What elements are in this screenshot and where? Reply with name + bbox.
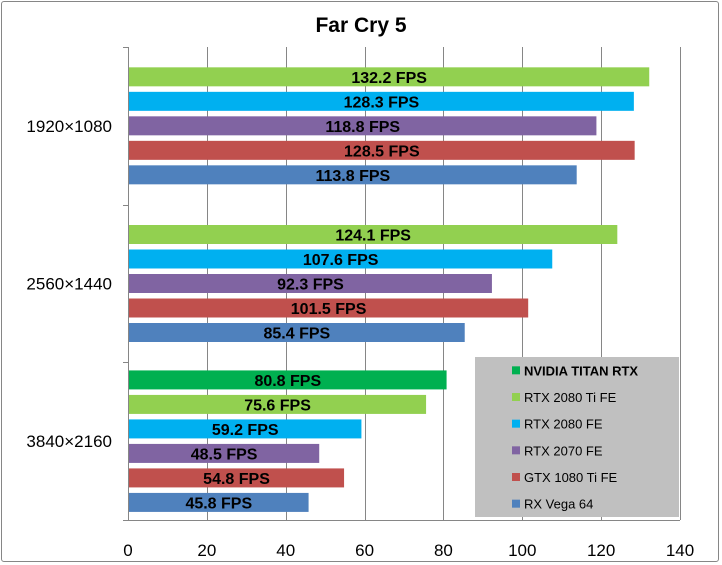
data-label-nvidia-titan-rtx-3840-2160: 80.8 FPS [254, 373, 321, 390]
legend-swatch-gtx-1080-ti-fe [512, 473, 520, 481]
category-label-2560-1440: 2560×1440 [26, 275, 112, 294]
data-label-rtx-2070-fe-2560-1440: 92.3 FPS [277, 277, 344, 294]
bar-gtx-1080-ti-fe-1920-1080[interactable] [129, 140, 635, 160]
bar-rx-vega-64-1920-1080[interactable] [129, 165, 577, 185]
data-label-gtx-1080-ti-fe-1920-1080: 128.5 FPS [344, 143, 420, 160]
bar-gtx-1080-ti-fe-3840-2160[interactable] [129, 468, 345, 488]
data-label-rx-vega-64-2560-1440: 85.4 FPS [264, 326, 331, 343]
legend-swatch-nvidia-titan-rtx [512, 366, 520, 375]
x-tick-label-20: 20 [197, 541, 216, 560]
legend-swatch-rtx-2080-ti-fe [512, 393, 520, 401]
category-label-3840-2160: 3840×2160 [26, 432, 112, 451]
data-label-gtx-1080-ti-fe-2560-1440: 101.5 FPS [291, 301, 367, 318]
legend-entry-rtx-2080-fe[interactable]: RTX 2080 FE [524, 417, 603, 432]
bar-rtx-2070-fe-3840-2160[interactable] [129, 443, 320, 463]
bar-rx-vega-64-3840-2160[interactable] [129, 492, 309, 512]
x-tick-label-0: 0 [123, 541, 132, 560]
bar-rx-vega-64-2560-1440[interactable] [129, 323, 465, 342]
data-label-rtx-2080-ti-fe-1920-1080: 132.2 FPS [351, 70, 427, 87]
legend-entry-rtx-2080-ti-fe[interactable]: RTX 2080 Ti FE [524, 390, 617, 405]
x-tick-label-40: 40 [276, 541, 295, 560]
legend-swatch-rtx-2080-fe [512, 419, 520, 428]
data-label-rtx-2080-ti-fe-2560-1440: 124.1 FPS [335, 228, 411, 245]
data-label-rtx-2080-fe-3840-2160: 59.2 FPS [212, 422, 279, 439]
bar-rtx-2070-fe-2560-1440[interactable] [129, 274, 492, 293]
data-label-rx-vega-64-1920-1080: 113.8 FPS [315, 168, 390, 185]
category-label-1920-1080: 1920×1080 [26, 117, 112, 136]
legend-entry-nvidia-titan-rtx[interactable]: NVIDIA TITAN RTX [524, 363, 638, 378]
data-label-rtx-2080-ti-fe-3840-2160: 75.6 FPS [244, 397, 311, 414]
x-tick-label-140: 140 [666, 541, 694, 560]
bar-rtx-2080-ti-fe-1920-1080[interactable] [129, 67, 650, 87]
bar-rtx-2080-fe-1920-1080[interactable] [129, 91, 634, 111]
bar-rtx-2080-fe-2560-1440[interactable] [129, 249, 553, 269]
legend-entry-rtx-2070-fe[interactable]: RTX 2070 FE [524, 443, 603, 458]
legend-swatch-rtx-2070-fe [512, 446, 520, 455]
legend-entry-gtx-1080-ti-fe[interactable]: GTX 1080 Ti FE [524, 470, 618, 485]
bar-rtx-2080-fe-3840-2160[interactable] [129, 419, 362, 439]
data-label-rtx-2070-fe-1920-1080: 118.8 FPS [325, 119, 400, 136]
bar-nvidia-titan-rtx-3840-2160[interactable] [129, 370, 447, 390]
data-label-rtx-2070-fe-3840-2160: 48.5 FPS [191, 446, 258, 463]
data-label-rx-vega-64-3840-2160: 45.8 FPS [185, 495, 252, 512]
x-tick-label-80: 80 [434, 541, 453, 560]
chart-title: Far Cry 5 [315, 14, 407, 37]
x-tick-label-100: 100 [508, 541, 536, 560]
bar-rtx-2070-fe-1920-1080[interactable] [129, 116, 597, 136]
legend-swatch-rx-vega-64 [512, 499, 520, 508]
data-label-gtx-1080-ti-fe-3840-2160: 54.8 FPS [203, 471, 270, 488]
legend-box [475, 357, 679, 517]
data-label-rtx-2080-fe-1920-1080: 128.3 FPS [344, 94, 420, 111]
bar-rtx-2080-ti-fe-2560-1440[interactable] [129, 225, 618, 244]
bar-gtx-1080-ti-fe-2560-1440[interactable] [129, 298, 529, 318]
data-label-rtx-2080-fe-2560-1440: 107.6 FPS [303, 252, 379, 269]
bar-rtx-2080-ti-fe-3840-2160[interactable] [129, 394, 427, 414]
x-tick-label-60: 60 [355, 541, 374, 560]
legend-entry-rx-vega-64[interactable]: RX Vega 64 [524, 497, 593, 512]
x-tick-label-120: 120 [587, 541, 615, 560]
